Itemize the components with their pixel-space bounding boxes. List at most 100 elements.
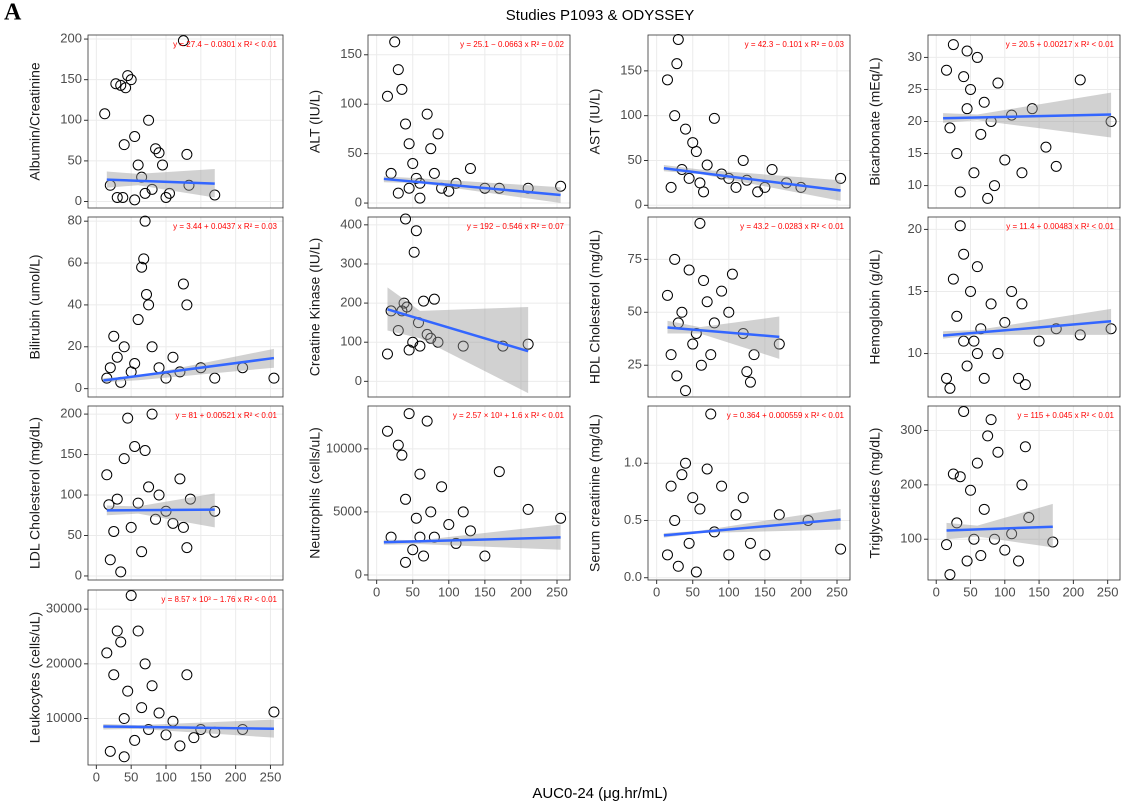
point [150,143,162,155]
point [971,261,983,273]
y-axis-label: Triglycerides (mg/dL) [867,428,883,559]
y-axis-label: HDL Cholesterol (mg/dL) [587,230,603,384]
point [129,358,141,370]
fit-line [103,725,274,731]
point [701,296,713,308]
point [958,335,970,347]
y-tick-label: 0.0 [624,569,642,584]
panel-border [87,405,284,581]
point [1016,167,1028,179]
point [392,324,404,336]
point [398,297,410,309]
point [661,549,673,561]
point [421,108,433,120]
point [421,415,433,427]
point [555,180,567,192]
point [835,543,847,555]
fit-line [383,177,561,197]
point [701,159,713,171]
point [1019,441,1031,453]
equation: y = 11.4 + 0.00483 x R² < 0.01 [1006,222,1114,231]
y-tick-label: 150 [620,62,642,77]
equation: y = 2.57 × 10³ + 1.6 x R² < 0.01 [453,411,565,420]
point [146,341,158,353]
point [428,293,440,305]
y-tick-label: 25 [908,81,922,96]
point [752,186,764,198]
point [773,509,785,521]
y-tick-label: 100 [60,486,82,501]
point [464,162,476,174]
point [835,172,847,184]
fit-line [103,356,275,382]
point [177,278,189,290]
point [661,289,673,301]
point [744,537,756,549]
point [195,723,207,735]
point [125,74,137,86]
point [410,512,422,524]
point [669,110,681,122]
panel-border [367,34,571,209]
x-tick-label: 50 [124,769,138,784]
y-axis-label: AST (IU/L) [587,89,603,155]
panel: 0 20 40 60 80 y = 3.44 + 0.0437 x R² = 0.03 Bi… [27,213,284,398]
point [954,220,966,232]
plot-area [648,406,850,580]
point [978,372,990,384]
point [268,706,280,718]
equation: y = 20.5 + 0.00217 x R² < 0.01 [1006,40,1115,49]
point [167,517,179,529]
point [403,182,415,194]
point [694,503,706,515]
y-tick-label: 60 [68,254,82,269]
point [407,158,419,170]
point [947,39,959,51]
confidence-band [943,92,1112,138]
point [947,468,959,480]
point [101,469,113,481]
plot-area [368,406,570,580]
point [163,187,175,199]
y-axis-label: Albumin/Creatinine [27,62,43,180]
point [773,338,785,350]
panel-label: A [4,0,22,26]
point [118,139,130,151]
fit-line [106,178,215,185]
point [408,246,420,258]
point [414,468,426,480]
point [392,64,404,76]
y-axis-label: Leukocytes (cells/uL) [27,612,43,744]
y-tick-label: 25 [628,357,642,372]
y-tick-label: 200 [60,406,82,421]
y-tick-label: 200 [60,30,82,45]
point [695,359,707,371]
point [708,112,720,124]
point [108,525,120,537]
panel: 0 50 100 150 200 250 100 200 300 y = 115 + 0.045 … [867,405,1121,599]
point [414,192,426,204]
y-tick-label: 40 [68,296,82,311]
point [111,625,123,637]
y-tick-label: 15 [908,283,922,298]
point [104,362,116,374]
point [971,348,983,360]
point [450,537,462,549]
point [104,554,116,566]
point [705,349,717,361]
point [479,550,491,562]
equation: y = 3.44 + 0.0437 x R² = 0.03 [173,222,277,231]
panel-border [367,405,571,581]
point [665,480,677,492]
point [748,349,760,361]
point [1016,298,1028,310]
point [999,317,1011,329]
point [705,408,717,420]
point [1016,479,1028,491]
point [122,685,134,697]
fit-line [106,508,215,512]
point [181,542,193,554]
point [125,589,137,601]
y-tick-label: 50 [348,145,362,160]
